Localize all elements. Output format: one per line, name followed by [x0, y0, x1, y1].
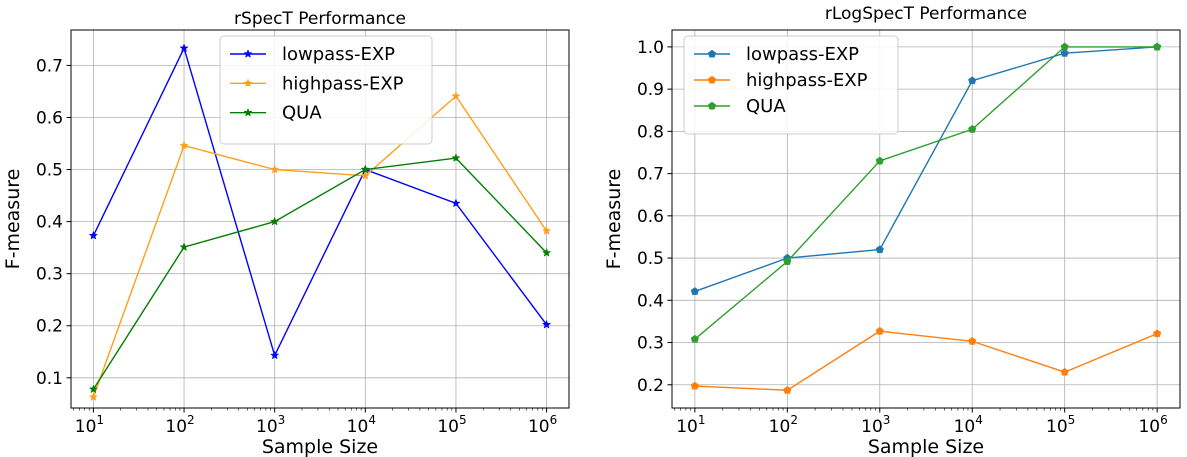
legend-marker-qua: [707, 101, 717, 110]
x-tick-label: 105: [437, 413, 466, 437]
y-tick-label: 0.2: [36, 317, 63, 337]
y-tick-label: 0.5: [36, 161, 63, 181]
chart-title: rSpecT Performance: [234, 9, 406, 29]
data-point-highpass-exp: [451, 91, 461, 101]
plot-frame: [70, 29, 570, 409]
data-point-highpass-exp: [270, 164, 280, 174]
data-point-lowpass-exp: [1060, 48, 1069, 57]
y-tick-label: 0.6: [36, 108, 63, 128]
y-tick-label: 1.0: [637, 38, 664, 58]
data-point-qua: [875, 156, 884, 165]
data-point-lowpass-exp: [968, 76, 977, 85]
data-point-lowpass-exp: [179, 43, 189, 53]
data-point-qua: [360, 164, 370, 174]
x-tick-label: 103: [861, 413, 890, 437]
y-tick-label: 0.7: [36, 56, 63, 76]
data-point-highpass-exp: [179, 140, 189, 150]
data-point-lowpass-exp: [451, 198, 461, 208]
legend-label-qua: QUA: [282, 103, 322, 124]
legend-label-qua: QUA: [746, 96, 786, 117]
data-point-highpass-exp: [541, 226, 552, 235]
x-tick-label: 104: [347, 413, 376, 437]
series-line-highpass-exp: [92, 95, 548, 398]
legend-marker-qua: [243, 107, 253, 117]
y-tick-label: 0.3: [36, 265, 63, 285]
y-axis-label: F-measure: [603, 169, 625, 270]
data-point-qua: [541, 247, 552, 257]
y-axis-label: F-measure: [2, 169, 24, 270]
legend-label-lowpass-exp: lowpass-EXP: [746, 44, 859, 65]
legend-label-highpass-exp: highpass-EXP: [282, 73, 404, 94]
data-point-lowpass-exp: [690, 287, 699, 295]
data-point-highpass-exp: [783, 385, 792, 394]
legend-label-lowpass-exp: lowpass-EXP: [282, 44, 395, 65]
x-tick-label: 102: [165, 413, 194, 437]
series-line-qua: [92, 157, 548, 390]
y-tick-label: 0.8: [637, 122, 664, 142]
plot-frame: [671, 29, 1181, 409]
x-tick-label: 105: [1046, 413, 1075, 437]
data-point-lowpass-exp: [875, 245, 884, 254]
data-point-qua: [1153, 42, 1162, 51]
data-point-lowpass-exp: [270, 350, 280, 360]
chart-rspect: 101 102 103 104 105 106 0.1 0.2 0.3 0.4 0.5 0.6 0.7 r…: [2, 9, 570, 457]
legend-marker-lowpass-exp: [707, 49, 717, 58]
x-tick-label: 103: [256, 413, 285, 437]
data-point-highpass-exp: [1060, 367, 1069, 376]
y-tick-label: 0.4: [637, 291, 664, 311]
y-tick-label: 0.1: [36, 369, 63, 389]
data-point-highpass-exp: [88, 392, 99, 402]
data-point-highpass-exp: [875, 326, 884, 335]
legend-label-highpass-exp: highpass-EXP: [746, 70, 868, 91]
y-tick-label: 0.6: [637, 207, 664, 227]
x-tick-label: 106: [528, 413, 557, 437]
y-tick-label: 0.5: [637, 249, 664, 269]
data-point-highpass-exp: [968, 336, 977, 345]
chart-rlogspect: 101 102 103 104 105 106 0.2 0.3 0.4 0.5 0.6 0.7 0.8 0…: [603, 4, 1181, 457]
data-point-lowpass-exp: [88, 230, 99, 240]
data-point-qua: [270, 216, 280, 226]
data-point-qua: [88, 384, 99, 394]
series-line-highpass-exp: [694, 330, 1158, 391]
x-tick-label: 106: [1138, 413, 1167, 437]
data-point-lowpass-exp: [541, 319, 552, 329]
legend-box: [683, 35, 899, 135]
data-point-qua: [179, 242, 189, 252]
data-point-highpass-exp: [1153, 329, 1162, 338]
x-tick-label: 102: [769, 413, 798, 437]
y-tick-label: 0.7: [637, 165, 664, 185]
data-point-highpass-exp: [690, 381, 699, 390]
series-line-qua: [694, 46, 1158, 340]
series-line-lowpass-exp: [694, 46, 1158, 293]
x-tick-label: 101: [676, 413, 705, 437]
legend-marker-highpass-exp: [707, 75, 717, 84]
legend-box: [219, 35, 433, 145]
data-point-highpass-exp: [360, 170, 370, 180]
y-tick-label: 0.3: [637, 334, 664, 354]
y-tick-label: 0.4: [36, 213, 63, 233]
legend-marker-lowpass-exp: [243, 49, 253, 58]
data-point-qua: [783, 257, 792, 265]
y-tick-label: 0.9: [637, 80, 664, 100]
data-point-qua: [451, 153, 461, 163]
chart-title: rLogSpecT Performance: [825, 4, 1027, 24]
y-tick-label: 0.2: [637, 376, 664, 396]
data-point-qua: [1060, 42, 1069, 51]
series-line-lowpass-exp: [92, 46, 548, 358]
x-tick-label: 104: [954, 413, 983, 437]
x-axis-label: Sample Size: [262, 436, 378, 457]
data-point-qua: [968, 124, 977, 133]
legend-marker-highpass-exp: [243, 78, 253, 88]
x-tick-label: 101: [75, 413, 104, 437]
x-axis-label: Sample Size: [868, 436, 984, 457]
data-point-qua: [690, 334, 699, 343]
